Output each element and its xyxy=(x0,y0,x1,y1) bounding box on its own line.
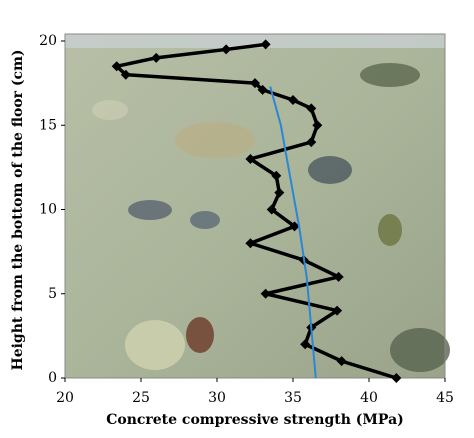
data-point xyxy=(332,305,343,316)
data-point xyxy=(271,170,282,181)
data-point xyxy=(306,103,317,114)
data-point xyxy=(245,238,256,249)
data-point xyxy=(289,221,300,232)
data-point xyxy=(245,153,256,164)
data-point xyxy=(300,339,311,350)
data-point xyxy=(391,373,402,383)
y-tick-label: 5 xyxy=(48,286,57,302)
data-point xyxy=(312,120,323,131)
data-point xyxy=(333,271,344,282)
x-tick-label: 25 xyxy=(132,390,150,406)
x-tick-label: 40 xyxy=(360,390,378,406)
x-tick-label: 20 xyxy=(56,390,74,406)
photo-stones xyxy=(65,34,450,372)
data-point xyxy=(221,44,232,55)
y-tick-label: 15 xyxy=(39,117,57,133)
data-point xyxy=(257,84,268,95)
x-axis-label: Concrete compressive strength (MPa) xyxy=(106,412,404,428)
data-point xyxy=(288,94,298,105)
x-tick-label: 35 xyxy=(284,390,302,406)
data-point xyxy=(260,288,271,299)
photo-background xyxy=(65,34,445,378)
y-tick-label: 10 xyxy=(39,202,57,218)
data-point xyxy=(266,204,277,215)
data-point xyxy=(151,52,162,63)
y-axis-label: Height from the bottom of the floor (cm) xyxy=(10,49,26,370)
data-point xyxy=(336,356,347,367)
y-tick-label: 0 xyxy=(48,370,57,386)
data-point xyxy=(260,39,271,50)
x-tick-label: 30 xyxy=(208,390,226,406)
data-point xyxy=(120,69,131,80)
data-point xyxy=(274,187,285,198)
data-point xyxy=(306,137,317,148)
data-point xyxy=(250,78,260,89)
data-point xyxy=(111,61,122,72)
x-tick-label: 45 xyxy=(436,390,454,406)
series-line xyxy=(269,86,317,379)
y-tick-label: 20 xyxy=(39,33,57,49)
plot-frame xyxy=(64,33,446,379)
